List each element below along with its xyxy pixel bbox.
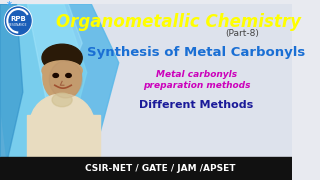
Text: Metal carbonyls: Metal carbonyls [156, 70, 237, 79]
Text: RPB: RPB [10, 16, 26, 22]
Ellipse shape [42, 61, 82, 80]
Text: CSIR-NET / GATE / JAM /APSET: CSIR-NET / GATE / JAM /APSET [84, 164, 235, 173]
Ellipse shape [49, 61, 82, 98]
Polygon shape [0, 4, 23, 180]
Text: Organometallic Chemistry: Organometallic Chemistry [56, 13, 300, 31]
Bar [0, 157, 292, 180]
Text: (Part-8): (Part-8) [225, 29, 259, 38]
Text: *: * [6, 1, 12, 11]
Polygon shape [28, 4, 82, 121]
Text: Synthesis of Metal Carbonyls: Synthesis of Metal Carbonyls [87, 46, 306, 60]
Polygon shape [0, 4, 87, 180]
Circle shape [5, 7, 31, 34]
Text: preparation methods: preparation methods [143, 81, 250, 90]
Ellipse shape [53, 73, 59, 77]
Polygon shape [0, 4, 119, 180]
Circle shape [4, 6, 32, 35]
Ellipse shape [42, 44, 82, 72]
Ellipse shape [43, 54, 81, 101]
Ellipse shape [30, 94, 94, 153]
Ellipse shape [66, 73, 71, 77]
Bar [28, 114, 100, 159]
Ellipse shape [52, 93, 72, 107]
Text: Different Methods: Different Methods [139, 100, 253, 110]
Text: RESONANCE: RESONANCE [9, 23, 28, 27]
